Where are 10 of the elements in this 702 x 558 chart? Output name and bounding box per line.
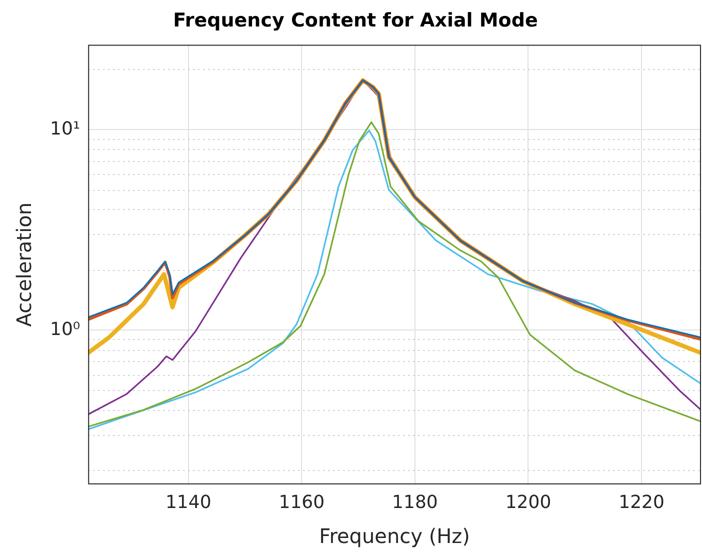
x-tick-label: 1160 <box>278 492 325 513</box>
y-tick-label: 10¹ <box>50 118 80 140</box>
x-tick-label: 1220 <box>618 492 664 513</box>
y-tick-label: 10⁰ <box>50 318 80 340</box>
x-axis-title: Frequency (Hz) <box>319 524 470 548</box>
x-tick-label: 1180 <box>392 492 438 513</box>
x-tick-label: 1140 <box>165 492 212 513</box>
chart-title: Frequency Content for Axial Mode <box>173 9 538 32</box>
y-axis-title: Acceleration <box>12 202 36 327</box>
x-tick-label: 1200 <box>505 492 552 513</box>
